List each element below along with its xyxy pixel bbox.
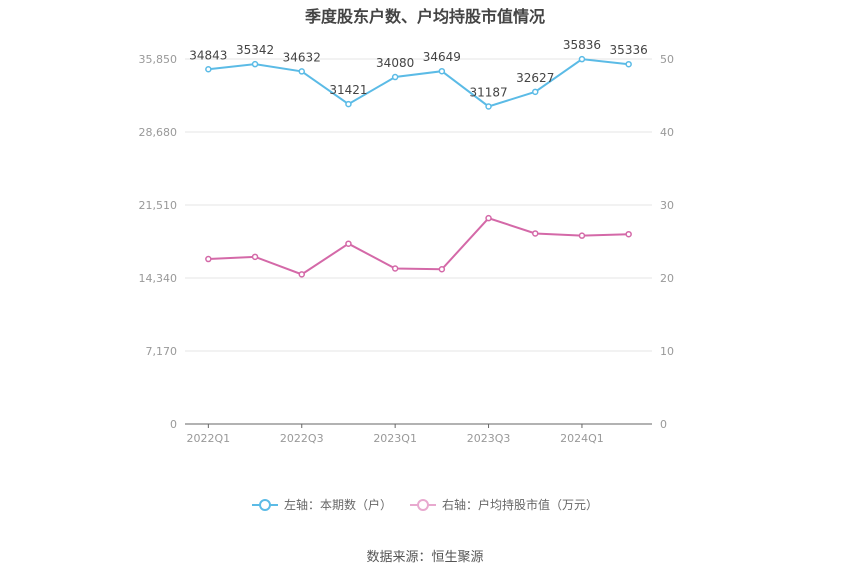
data-source: 数据来源：恒生聚源	[366, 550, 484, 565]
right-axis-tick-label: 10	[660, 345, 674, 358]
data-label: 34649	[423, 50, 461, 64]
data-point[interactable]	[391, 265, 399, 272]
data-point[interactable]	[391, 73, 399, 81]
right-axis-tick-label: 20	[660, 272, 674, 285]
data-label: 34843	[189, 48, 227, 62]
data-label: 32627	[516, 71, 554, 85]
x-axis-tick-label: 2023Q1	[373, 432, 417, 445]
right-axis-tick-label: 0	[660, 418, 667, 431]
left-axis-tick-label: 7,170	[146, 345, 178, 358]
data-point[interactable]	[532, 88, 539, 96]
series-line-avg-value	[208, 216, 629, 276]
data-point[interactable]	[251, 253, 259, 261]
data-point[interactable]	[578, 55, 586, 63]
x-axis-tick-label: 2022Q1	[187, 432, 231, 445]
data-label: 35836	[563, 38, 601, 52]
data-point[interactable]	[298, 271, 305, 278]
x-axis-tick-label: 2024Q1	[560, 432, 604, 445]
data-label: 34080	[376, 56, 414, 70]
right-axis-tick-label: 50	[660, 53, 674, 66]
data-label: 31187	[469, 85, 507, 99]
data-point[interactable]	[438, 265, 446, 273]
data-point[interactable]	[345, 240, 352, 247]
data-label: 34632	[283, 50, 321, 64]
data-label: 31421	[329, 83, 367, 97]
data-point[interactable]	[345, 100, 352, 108]
legend-line-marker-icon	[410, 498, 436, 511]
data-point[interactable]	[205, 66, 212, 73]
data-point[interactable]	[251, 60, 259, 68]
data-point[interactable]	[625, 230, 632, 238]
legend-item-right-axis[interactable]: 右轴：户均持股市值（万元）	[410, 496, 598, 513]
x-axis-tick-label: 2022Q3	[280, 432, 324, 445]
left-axis-tick-label: 14,340	[139, 272, 178, 285]
right-axis-tick-label: 40	[660, 126, 674, 139]
left-axis-tick-label: 0	[170, 418, 177, 431]
left-axis-tick-label: 21,510	[139, 199, 178, 212]
legend-label-right: 右轴：户均持股市值（万元）	[442, 498, 599, 512]
data-label: 35342	[236, 43, 274, 57]
chart-title: 季度股东户数、户均持股市值情况	[304, 7, 545, 26]
data-point[interactable]	[485, 214, 492, 222]
legend-label-left: 左轴：本期数（户）	[283, 498, 392, 512]
x-axis-tick-label: 2023Q3	[467, 432, 511, 445]
data-label: 35336	[610, 43, 648, 57]
right-axis-tick-label: 30	[660, 199, 674, 212]
left-axis-tick-label: 35,850	[139, 53, 178, 66]
data-point[interactable]	[625, 60, 632, 68]
series-line-holders	[208, 58, 629, 108]
data-point[interactable]	[205, 255, 212, 263]
data-point[interactable]	[298, 68, 305, 75]
data-point[interactable]	[438, 67, 446, 75]
data-point[interactable]	[485, 103, 492, 110]
legend-item-left-axis[interactable]: 左轴：本期数（户）	[251, 496, 392, 513]
legend: 左轴：本期数（户） 右轴：户均持股市值（万元）	[0, 496, 850, 513]
data-point[interactable]	[578, 232, 586, 239]
legend-line-marker-icon	[251, 498, 278, 511]
data-point[interactable]	[532, 230, 539, 237]
left-axis-tick-label: 28,680	[139, 126, 178, 139]
